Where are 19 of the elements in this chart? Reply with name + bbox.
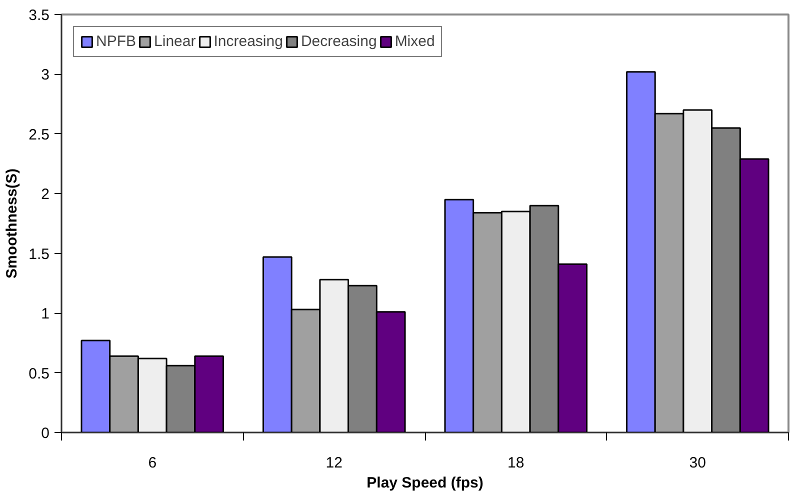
x-tick-label: 18 xyxy=(508,454,524,472)
y-tick-label: 3 xyxy=(41,66,50,84)
y-tick-label: 0 xyxy=(41,425,50,442)
y-tick-label: 0.5 xyxy=(28,365,50,382)
x-axis-title: Play Speed (fps) xyxy=(366,474,484,492)
x-tick-label: 6 xyxy=(148,454,157,472)
legend-label: Linear xyxy=(154,33,196,50)
y-tick-label: 3.5 xyxy=(28,7,50,24)
legend-label: Decreasing xyxy=(300,33,377,50)
legend-label: NPFB xyxy=(96,33,136,50)
legend-label: Mixed xyxy=(394,33,435,50)
y-tick-label: 1 xyxy=(41,306,50,323)
y-tick-label: 2.5 xyxy=(28,126,50,144)
legend-label: Increasing xyxy=(214,33,283,50)
x-tick-label: 12 xyxy=(326,454,342,472)
y-tick-label: 2 xyxy=(41,186,50,204)
x-tick-label: 30 xyxy=(689,454,706,472)
y-tick-label: 1.5 xyxy=(28,246,50,263)
y-axis-title: Smoothness(S) xyxy=(4,168,21,279)
